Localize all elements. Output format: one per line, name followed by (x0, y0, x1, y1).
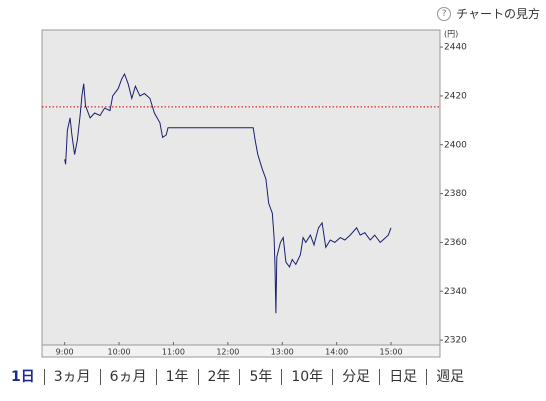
y-unit: (円) (444, 30, 458, 39)
x-tick-label: 14:00 (325, 348, 348, 357)
x-tick-label: 15:00 (380, 348, 403, 357)
period-tabs: 1日 3ヵ月 6ヵ月 1年 2年 5年 10年 分足 日足 週足 (8, 369, 473, 385)
x-tick-label: 11:00 (162, 348, 185, 357)
x-axis-strip (41, 344, 441, 358)
y-tick-label: 2400 (444, 140, 467, 150)
x-tick-label: 9:00 (56, 348, 74, 357)
price-line (64, 72, 392, 314)
help-text: チャートの見方 (456, 7, 540, 21)
period-tab[interactable]: 1日 (11, 369, 35, 385)
period-tab[interactable]: 週足 (426, 369, 473, 385)
help-link[interactable]: ? チャートの見方 (437, 5, 540, 22)
plot-area (41, 29, 441, 346)
period-tab[interactable]: 2年 (197, 369, 240, 385)
y-tick-label: 2360 (444, 238, 467, 248)
x-tick-label: 13:00 (271, 348, 294, 357)
x-tick-label: 12:00 (216, 348, 239, 357)
y-tick-label: 2440 (444, 43, 467, 53)
period-tab[interactable]: 1年 (155, 369, 198, 385)
y-tick-label: 2340 (444, 287, 467, 297)
period-tab[interactable]: 6ヵ月 (99, 369, 156, 385)
x-tick-label: 10:00 (108, 348, 131, 357)
y-tick-label: 2320 (444, 336, 467, 346)
period-tab[interactable]: 5年 (239, 369, 281, 385)
help-icon: ? (437, 6, 452, 21)
period-tab[interactable]: 分足 (332, 369, 379, 385)
y-tick-label: 2420 (444, 91, 467, 101)
period-tab[interactable]: 3ヵ月 (43, 369, 100, 385)
period-tab[interactable]: 日足 (379, 369, 426, 385)
y-tick-label: 2380 (444, 189, 467, 199)
period-tab[interactable]: 10年 (281, 369, 332, 385)
